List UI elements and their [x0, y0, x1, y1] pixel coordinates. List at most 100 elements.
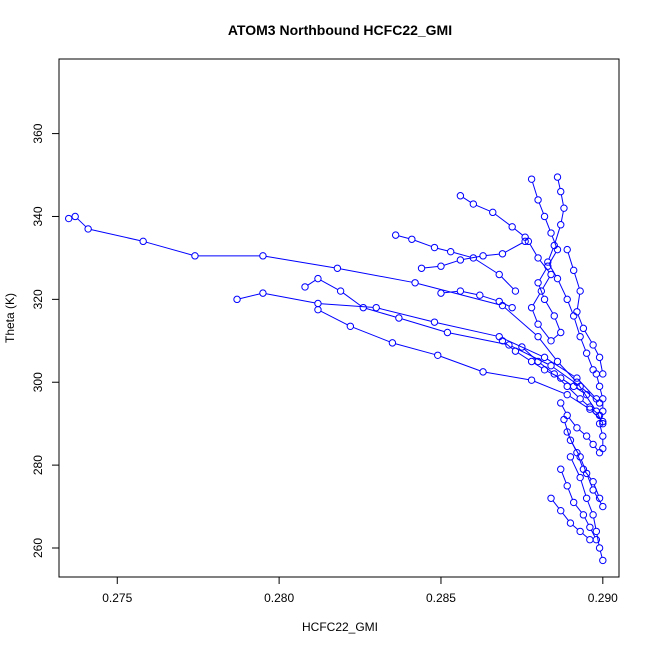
data-point — [553, 274, 562, 283]
data-point — [346, 322, 355, 330]
series-7-segment — [482, 295, 497, 301]
series-16-segment — [580, 480, 587, 496]
series-9-segment — [560, 194, 564, 206]
series-2-segment — [320, 279, 339, 290]
series-2-segment — [342, 292, 361, 307]
data-point — [576, 453, 584, 461]
series-16-segment — [571, 459, 580, 475]
series-10-segment — [577, 314, 583, 326]
data-point — [599, 407, 607, 415]
data-point — [336, 287, 345, 295]
data-point — [537, 287, 546, 295]
data-point — [314, 299, 322, 308]
series-3-segment — [353, 326, 390, 343]
data-point — [534, 196, 542, 204]
series-0-segment — [340, 268, 413, 283]
data-point — [446, 247, 455, 256]
series-6-segment — [514, 228, 523, 236]
data-point — [534, 279, 542, 287]
data-point — [469, 200, 478, 208]
data-point — [595, 494, 604, 502]
data-point — [437, 262, 445, 270]
data-point — [550, 241, 558, 250]
y-tick-label: 320 — [31, 289, 45, 309]
series-12-segment — [523, 348, 537, 360]
data-point — [557, 374, 565, 382]
series-0-segment — [504, 307, 536, 335]
series-12-segment — [582, 400, 588, 406]
data-point — [573, 448, 581, 457]
series-13-segment — [579, 429, 585, 435]
series-13-segment — [594, 446, 599, 451]
series-17-segment — [590, 529, 596, 538]
series-8-segment — [532, 182, 538, 197]
data-point — [544, 262, 552, 270]
data-point — [505, 341, 513, 349]
series-5-segment — [463, 255, 480, 260]
series-1-segment — [437, 322, 497, 337]
data-point — [569, 266, 578, 275]
data-point — [595, 353, 604, 362]
data-point — [557, 328, 565, 337]
data-point — [599, 419, 607, 428]
series-7-segment — [463, 291, 477, 296]
data-point — [511, 347, 520, 355]
series-9-segment — [574, 318, 580, 334]
x-axis: 0.275 0.280 0.285 0.290 — [102, 576, 618, 605]
data-point — [592, 370, 601, 378]
data-point — [508, 303, 516, 312]
data-point — [547, 229, 555, 237]
series-9-segment — [587, 356, 593, 368]
data-point — [599, 444, 607, 453]
data-point — [314, 306, 322, 314]
data-point — [566, 519, 575, 527]
data-point — [576, 527, 584, 536]
data-point — [586, 523, 594, 531]
series-8-segment — [551, 235, 557, 247]
series-8-segment — [532, 310, 538, 322]
series-9-segment — [567, 302, 573, 314]
data-point — [521, 237, 529, 246]
data-point — [569, 312, 578, 320]
series-4-segment — [398, 235, 409, 239]
series-10-segment — [574, 273, 580, 289]
data-point — [586, 536, 594, 544]
series-5-segment — [443, 260, 458, 266]
data-point — [553, 245, 562, 254]
data-point — [595, 399, 604, 407]
series-16-segment — [599, 550, 603, 558]
data-point — [599, 395, 607, 403]
series-8-segment — [538, 202, 544, 214]
data-point — [498, 337, 507, 345]
series-2-segment — [450, 332, 506, 345]
series-8-segment — [539, 268, 547, 281]
series-9-segment — [554, 227, 561, 243]
data-point — [359, 303, 367, 312]
data-point — [527, 357, 536, 366]
series-9-segment — [560, 211, 564, 222]
series-4-segment — [414, 239, 432, 247]
series-10-segment — [584, 330, 592, 343]
data-point — [576, 473, 584, 482]
series-17-segment — [575, 504, 582, 513]
data-point — [563, 295, 571, 304]
x-tick-label: 0.285 — [426, 591, 456, 605]
data-point — [579, 465, 588, 473]
data-point — [589, 341, 597, 349]
data-point — [430, 243, 439, 252]
data-point — [456, 287, 465, 295]
series-3-segment — [395, 343, 435, 355]
x-tick-label: 0.275 — [102, 591, 132, 605]
data-point — [395, 314, 403, 322]
data-point — [508, 223, 516, 231]
data-point — [301, 283, 309, 291]
series-9-segment — [580, 339, 586, 351]
series-10-segment — [594, 347, 599, 355]
series-18-segment — [582, 533, 588, 539]
series-1-segment — [379, 307, 432, 322]
series-13-segment — [568, 417, 576, 426]
series-0-segment — [91, 229, 141, 242]
data-point — [71, 212, 79, 221]
data-point — [566, 453, 575, 461]
data-point — [469, 254, 478, 262]
